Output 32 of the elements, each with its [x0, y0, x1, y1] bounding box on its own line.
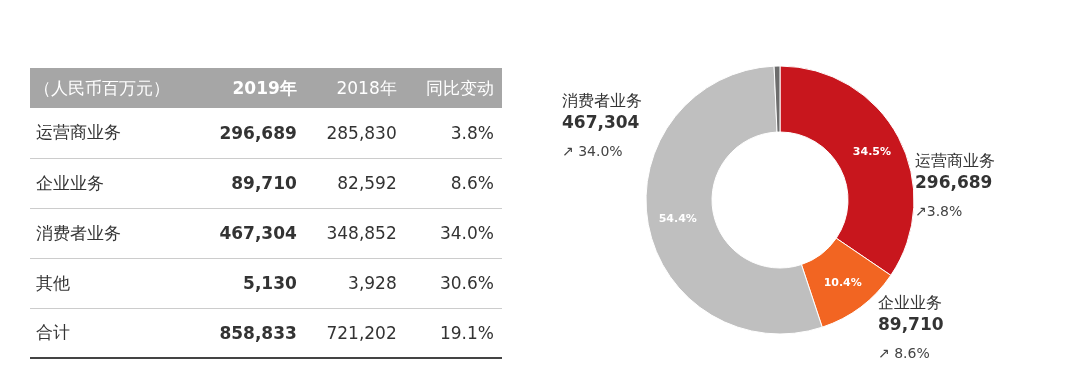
text: 34.0% [439, 222, 495, 245]
text: 3.8% [449, 121, 495, 145]
text: 296,689 [915, 171, 993, 192]
text: 89,710 [878, 313, 944, 334]
slice-label: 运营商业务 [915, 150, 995, 170]
text: 348,852 [325, 222, 398, 245]
text: 合计 [35, 321, 71, 345]
text: 其他 [35, 271, 71, 295]
text: 467,304 [562, 111, 640, 132]
text: 消费者业务 [35, 221, 122, 245]
text: 89,710 [230, 172, 298, 195]
text: 285,830 [325, 121, 398, 145]
text: 721,202 [325, 321, 398, 345]
text: 30.6% [439, 272, 495, 295]
text: 8.6% [449, 172, 495, 195]
text: 运营商业务 [35, 121, 122, 145]
text: 19.1% [439, 321, 495, 345]
data-label: 10.4% [823, 276, 862, 290]
text: 296,689 [218, 121, 298, 145]
text: 企业业务 [35, 171, 105, 195]
text: ↗ 34.0% [562, 143, 623, 159]
text: 467,304 [218, 222, 298, 245]
text: ↗3.8% [915, 203, 963, 219]
text: 82,592 [336, 172, 398, 195]
slice-label: 消费者业务 [562, 90, 642, 110]
text: 5,130 [242, 272, 298, 295]
text: 858,833 [218, 321, 298, 345]
data-label: 54.4% [658, 212, 697, 226]
data-label: 34.5% [852, 144, 891, 158]
text: ↗ 8.6% [878, 345, 930, 361]
slice-label: 企业业务 [878, 292, 942, 312]
text: 3,928 [347, 272, 398, 295]
